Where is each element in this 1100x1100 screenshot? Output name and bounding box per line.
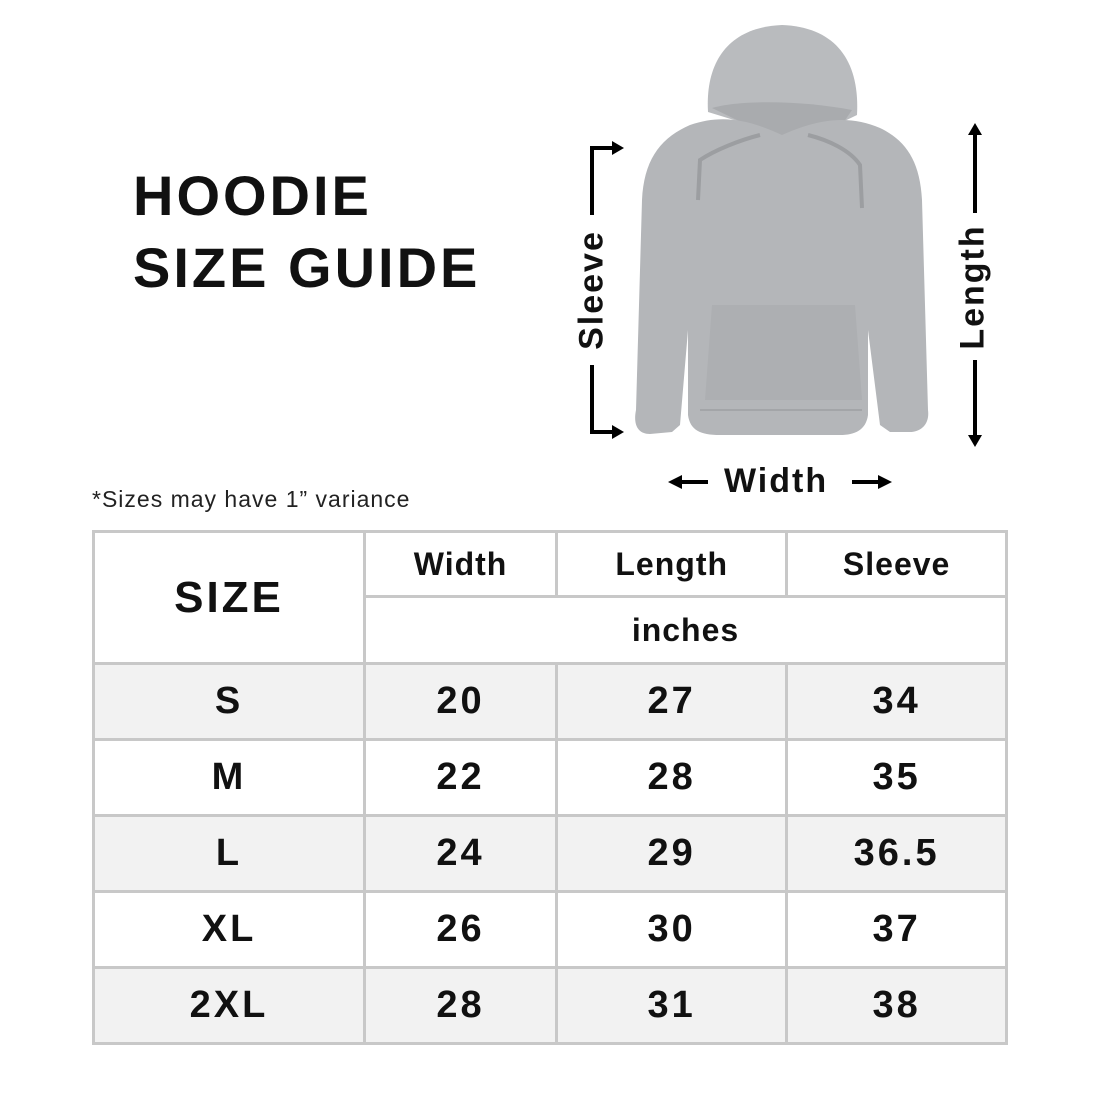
- sleeve-label: Sleeve: [572, 230, 611, 350]
- size-table: SIZE Width Length Sleeve inches S 20 27 …: [92, 530, 1008, 1045]
- hoodie-illustration: [635, 25, 929, 435]
- sleeve-cell: 37: [785, 890, 1008, 969]
- length-cell: 27: [555, 662, 789, 741]
- sleeve-header: Sleeve: [785, 530, 1008, 598]
- title-line-2: SIZE GUIDE: [133, 236, 481, 299]
- table-row: XL 26 30 37: [92, 890, 1008, 969]
- width-cell: 28: [362, 966, 559, 1045]
- sleeve-cell: 38: [785, 966, 1008, 1045]
- hoodie-diagram: [590, 25, 982, 489]
- width-cell: 22: [362, 738, 559, 817]
- length-cell: 30: [555, 890, 789, 969]
- table-row: S 20 27 34: [92, 662, 1008, 741]
- size-header: SIZE: [92, 530, 366, 665]
- width-label: Width: [724, 462, 829, 500]
- size-cell: S: [92, 662, 366, 741]
- size-cell: XL: [92, 890, 366, 969]
- length-arrow-icon: [968, 123, 982, 447]
- length-label: Length: [953, 224, 992, 350]
- width-cell: 20: [362, 662, 559, 741]
- table-row: L 24 29 36.5: [92, 814, 1008, 893]
- unit-header: inches: [363, 595, 1008, 665]
- size-cell: M: [92, 738, 366, 817]
- sleeve-cell: 35: [785, 738, 1008, 817]
- table-row: M 22 28 35: [92, 738, 1008, 817]
- length-cell: 31: [555, 966, 789, 1045]
- page-title: HOODIE SIZE GUIDE: [133, 160, 480, 304]
- table-row: 2XL 28 31 38: [92, 966, 1008, 1045]
- sleeve-cell: 34: [785, 662, 1008, 741]
- size-cell: L: [92, 814, 366, 893]
- width-cell: 24: [362, 814, 559, 893]
- width-cell: 26: [362, 890, 559, 969]
- length-cell: 28: [555, 738, 789, 817]
- sleeve-arrow-icon: [590, 141, 624, 439]
- variance-note: *Sizes may have 1” variance: [92, 486, 411, 512]
- width-header: Width: [362, 530, 559, 598]
- title-line-1: HOODIE: [133, 164, 372, 227]
- length-cell: 29: [555, 814, 789, 893]
- size-cell: 2XL: [92, 966, 366, 1045]
- width-arrow-icon: [668, 475, 892, 489]
- length-header: Length: [555, 530, 789, 598]
- sleeve-cell: 36.5: [785, 814, 1008, 893]
